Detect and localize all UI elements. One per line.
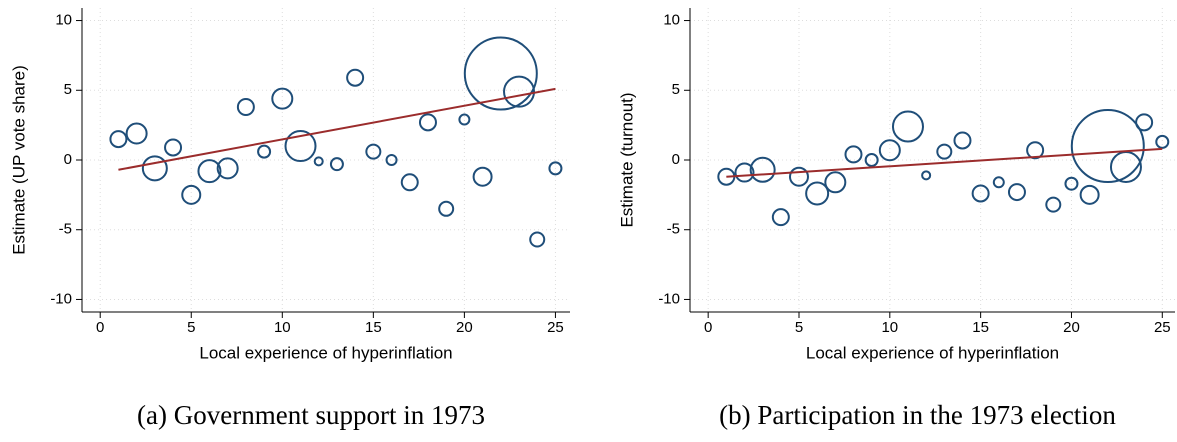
bubble bbox=[458, 113, 471, 126]
bubble bbox=[529, 231, 546, 248]
bubble bbox=[385, 154, 398, 166]
y-tick-label: 0 bbox=[64, 151, 72, 168]
bubble bbox=[953, 131, 972, 150]
bubble bbox=[992, 176, 1005, 189]
bubble bbox=[236, 98, 255, 117]
bubble bbox=[864, 153, 879, 167]
x-tick-label: 5 bbox=[187, 319, 195, 336]
bubble bbox=[400, 173, 419, 192]
fit-line bbox=[726, 147, 1163, 178]
bubble bbox=[1079, 184, 1100, 205]
fit-line bbox=[118, 87, 556, 171]
y-tick-label: 5 bbox=[672, 81, 680, 98]
bubble bbox=[891, 110, 924, 143]
y-tick-label: 0 bbox=[672, 151, 680, 168]
bubble bbox=[1045, 196, 1062, 213]
bubble bbox=[844, 145, 863, 164]
bubble bbox=[181, 184, 202, 205]
bubble bbox=[749, 156, 776, 183]
y-axis-title: Estimate (UP vote share) bbox=[9, 65, 28, 255]
bubble bbox=[1155, 134, 1170, 149]
x-tick-label: 25 bbox=[1154, 319, 1171, 336]
bubble bbox=[284, 130, 317, 163]
bubble bbox=[365, 143, 382, 160]
bubble bbox=[164, 138, 183, 157]
y-tick-label: 10 bbox=[663, 12, 680, 29]
x-tick-label: 15 bbox=[972, 319, 989, 336]
bubble bbox=[329, 157, 344, 172]
bubble bbox=[1026, 141, 1045, 160]
x-tick-label: 10 bbox=[274, 319, 291, 336]
x-tick-label: 0 bbox=[704, 319, 712, 336]
bubble bbox=[548, 161, 563, 176]
bubble bbox=[463, 36, 538, 111]
x-tick-label: 25 bbox=[547, 319, 564, 336]
bubble bbox=[971, 184, 990, 203]
x-tick-label: 5 bbox=[795, 319, 803, 336]
bubble bbox=[109, 130, 128, 149]
bubble bbox=[1007, 183, 1026, 202]
bubble bbox=[438, 200, 455, 217]
bubble bbox=[472, 166, 493, 187]
bubble bbox=[141, 155, 168, 182]
caption: (b) Participation in the 1973 election bbox=[719, 400, 1116, 430]
x-axis-title: Local experience of hyperinflation bbox=[806, 343, 1059, 362]
bubble bbox=[216, 157, 239, 180]
bubble bbox=[788, 166, 809, 187]
bubble bbox=[1064, 176, 1079, 191]
bubble bbox=[824, 171, 847, 194]
x-tick-label: 20 bbox=[1063, 319, 1080, 336]
x-tick-label: 0 bbox=[96, 319, 104, 336]
bubble bbox=[921, 170, 932, 181]
x-tick-label: 20 bbox=[456, 319, 473, 336]
bubble bbox=[271, 87, 294, 110]
y-tick-label: -10 bbox=[50, 290, 72, 307]
bubble bbox=[418, 113, 437, 132]
y-axis-title: Estimate (turnout) bbox=[617, 92, 636, 227]
bubble bbox=[734, 162, 755, 183]
bubble bbox=[346, 68, 365, 87]
y-tick-label: -10 bbox=[658, 290, 680, 307]
y-tick-label: -5 bbox=[667, 221, 680, 238]
x-axis-title: Local experience of hyperinflation bbox=[199, 343, 452, 362]
bubble bbox=[878, 139, 901, 162]
bubble bbox=[257, 144, 272, 159]
x-tick-label: 10 bbox=[881, 319, 898, 336]
bubble bbox=[805, 181, 830, 206]
x-tick-label: 15 bbox=[365, 319, 382, 336]
y-tick-label: -5 bbox=[59, 221, 72, 238]
caption: (a) Government support in 1973 bbox=[137, 400, 485, 430]
bubble bbox=[936, 143, 953, 160]
bubble bbox=[771, 208, 790, 227]
bubble bbox=[1135, 113, 1154, 132]
bubble bbox=[503, 75, 536, 108]
bubble bbox=[313, 156, 324, 167]
y-tick-label: 5 bbox=[64, 81, 72, 98]
bubble bbox=[197, 159, 222, 184]
bubble bbox=[125, 122, 148, 145]
bubble bbox=[1070, 109, 1145, 184]
y-tick-label: 10 bbox=[55, 12, 72, 29]
